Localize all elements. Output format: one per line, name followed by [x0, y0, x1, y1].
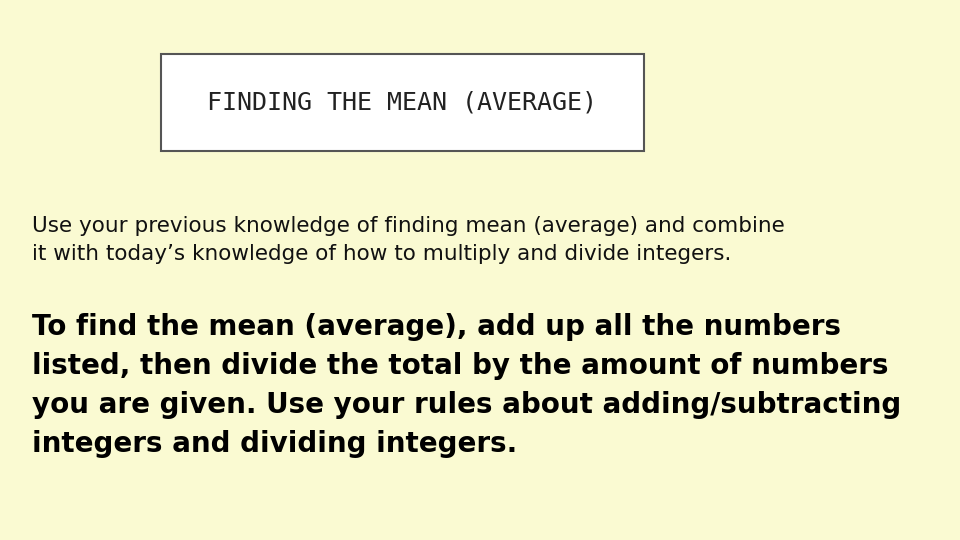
- FancyBboxPatch shape: [161, 54, 644, 151]
- Text: To find the mean (average), add up all the numbers
listed, then divide the total: To find the mean (average), add up all t…: [33, 313, 901, 458]
- Text: FINDING THE MEAN (AVERAGE): FINDING THE MEAN (AVERAGE): [207, 91, 597, 114]
- Text: Use your previous knowledge of finding mean (average) and combine
it with today’: Use your previous knowledge of finding m…: [33, 216, 785, 264]
